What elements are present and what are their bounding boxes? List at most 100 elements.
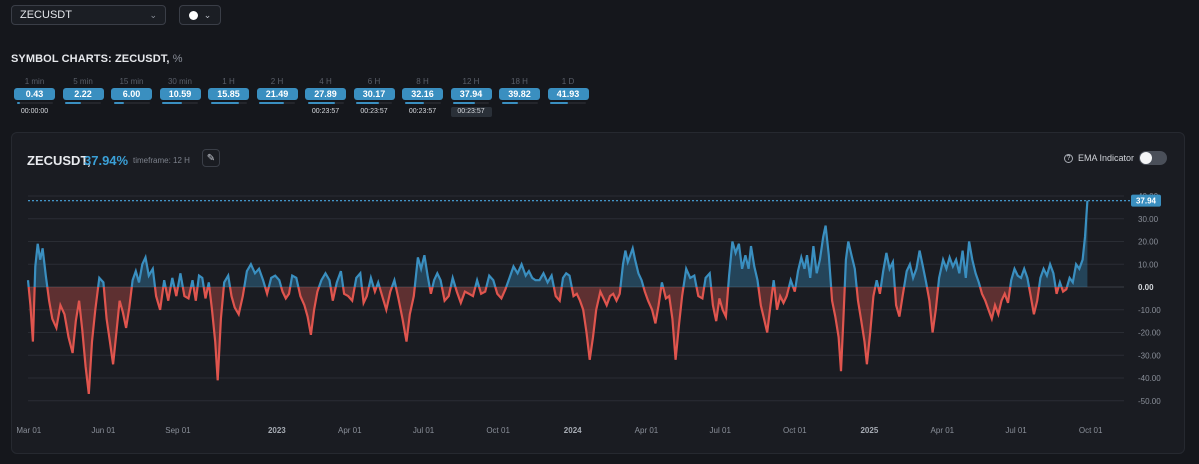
x-tick-label: 2025 (860, 426, 878, 435)
section-title-text: SYMBOL CHARTS: ZECUSDT, (11, 53, 170, 65)
timeframe-value: 10.59 (159, 88, 201, 100)
timeframe-countdown (63, 107, 104, 117)
timeframe-progress (307, 102, 344, 104)
timeframe-progress (404, 102, 441, 104)
ema-indicator-label: EMA Indicator (1077, 153, 1134, 163)
timeframe-progress-fill (210, 102, 240, 104)
negative-line (27, 287, 1069, 395)
y-tick-label: -10.00 (1138, 306, 1161, 315)
timeframe-label: 12 H (462, 77, 480, 86)
chart-percent: 37.94% (84, 153, 129, 168)
timeframe-countdown (111, 107, 152, 117)
timeframe-item[interactable]: 12 H 37.94 00:23:57 (450, 76, 492, 117)
y-tick-label: 20.00 (1138, 238, 1159, 247)
timeframe-countdown (160, 107, 201, 117)
x-tick-label: Jun 01 (91, 426, 116, 435)
ema-indicator-control: ? EMA Indicator (1063, 151, 1167, 165)
color-select[interactable]: ⌄ (179, 5, 221, 25)
x-tick-label: Oct 01 (783, 426, 807, 435)
ema-toggle[interactable] (1139, 151, 1167, 165)
timeframe-value: 6.00 (111, 88, 152, 100)
timeframe-item[interactable]: 15 min 6.00 (111, 76, 152, 117)
color-swatch (188, 10, 198, 20)
positive-line (26, 200, 1089, 287)
timeframe-label: 1 H (222, 77, 235, 86)
timeframe-progress-fill (404, 102, 425, 104)
x-tick-label: 2024 (564, 426, 582, 435)
chevron-down-icon: ⌄ (203, 9, 212, 20)
timeframe-progress (65, 102, 101, 104)
edit-pencil-icon: ✎ (206, 152, 216, 164)
timeframe-countdown: 00:23:57 (408, 108, 437, 115)
timeframe-progress (501, 102, 538, 104)
symbol-select[interactable]: ZECUSDT ⌄ (11, 5, 166, 25)
y-tick-label: 0.00 (1138, 283, 1154, 292)
chart-svg: 40.0030.0020.0010.000.00-10.00-20.00-30.… (16, 192, 1161, 435)
timeframe-value: 15.85 (208, 88, 249, 100)
timeframe-item[interactable]: 30 min 10.59 (159, 76, 201, 117)
timeframe-item[interactable]: 1 min 0.43 00:00:00 (14, 76, 55, 117)
timeframe-label: 8 H (416, 77, 429, 86)
x-tick-label: Oct 01 (1079, 426, 1103, 435)
timeframe-label: 4 H (319, 77, 332, 86)
timeframe-label: 30 min (167, 77, 192, 86)
timeframe-progress-fill (65, 102, 82, 104)
timeframe-progress (453, 102, 489, 104)
x-tick-label: Jul 01 (413, 426, 435, 435)
timeframe-progress (550, 102, 586, 104)
timeframe-progress (210, 102, 247, 104)
timeframe-item[interactable]: 1 H 15.85 (208, 76, 249, 117)
timeframe-item[interactable]: 2 H 21.49 (256, 76, 298, 117)
timeframe-countdown (208, 107, 249, 117)
chevron-down-icon: ⌄ (149, 9, 157, 20)
timeframe-progress-fill (113, 102, 125, 104)
timeframe-progress (16, 102, 53, 104)
x-tick-label: Jul 01 (710, 426, 732, 435)
chart-panel: ZECUSDT, 37.94% timeframe: 12 H ✎ ? EMA … (11, 132, 1185, 454)
edit-button[interactable]: ✎ (202, 149, 220, 167)
ema-toggle-knob (1140, 152, 1152, 164)
timeframe-item[interactable]: 5 min 2.22 (62, 76, 104, 117)
x-tick-label: Jul 01 (1005, 426, 1027, 435)
y-tick-label: -20.00 (1138, 329, 1161, 338)
x-tick-label: Sep 01 (165, 426, 191, 435)
chart-symbol: ZECUSDT, (27, 153, 91, 168)
x-tick-label: Apr 01 (635, 426, 659, 435)
timeframe-label: 5 min (73, 77, 93, 86)
timeframe-value: 39.82 (499, 88, 540, 100)
timeframe-value: 27.89 (305, 88, 346, 100)
timeframe-item[interactable]: 1 D 41.93 (547, 76, 589, 117)
x-tick-label: 2023 (268, 426, 286, 435)
timeframe-item[interactable]: 6 H 30.17 00:23:57 (353, 76, 395, 117)
x-tick-label: Mar 01 (16, 426, 41, 435)
x-tick-label: Oct 01 (486, 426, 510, 435)
y-tick-label: 10.00 (1138, 260, 1159, 269)
timeframe-value: 32.16 (402, 88, 443, 100)
current-value-badge (1131, 194, 1161, 207)
help-circle-icon[interactable]: ? (1063, 153, 1073, 163)
timeframe-value: 37.94 (450, 88, 492, 100)
section-title: SYMBOL CHARTS: ZECUSDT, % (11, 53, 183, 65)
timeframe-progress-fill (550, 102, 568, 104)
timeframe-progress-fill (259, 102, 285, 104)
timeframe-progress (113, 102, 150, 104)
current-value-label: 37.94 (1136, 197, 1157, 206)
timeframe-countdown: 00:23:57 (360, 108, 388, 115)
timeframe-label: 18 H (511, 77, 528, 86)
timeframe-countdown: 00:00:00 (20, 108, 49, 115)
timeframe-progress (356, 102, 392, 104)
timeframe-value: 2.22 (62, 88, 104, 100)
timeframe-item[interactable]: 8 H 32.16 00:23:57 (402, 76, 443, 117)
timeframe-label: 1 min (24, 77, 45, 86)
positive-area (28, 200, 1088, 287)
timeframe-value: 30.17 (353, 88, 395, 100)
timeframe-value: 21.49 (256, 88, 298, 100)
section-title-unit: % (172, 53, 183, 65)
timeframe-label: 15 min (119, 77, 144, 86)
x-tick-label: Apr 01 (931, 426, 955, 435)
timeframe-progress-fill (307, 102, 335, 104)
timeframe-item[interactable]: 18 H 39.82 (499, 76, 540, 117)
timeframe-progress (259, 102, 295, 104)
timeframe-label: 6 H (367, 77, 381, 86)
timeframe-item[interactable]: 4 H 27.89 00:23:57 (305, 76, 346, 117)
